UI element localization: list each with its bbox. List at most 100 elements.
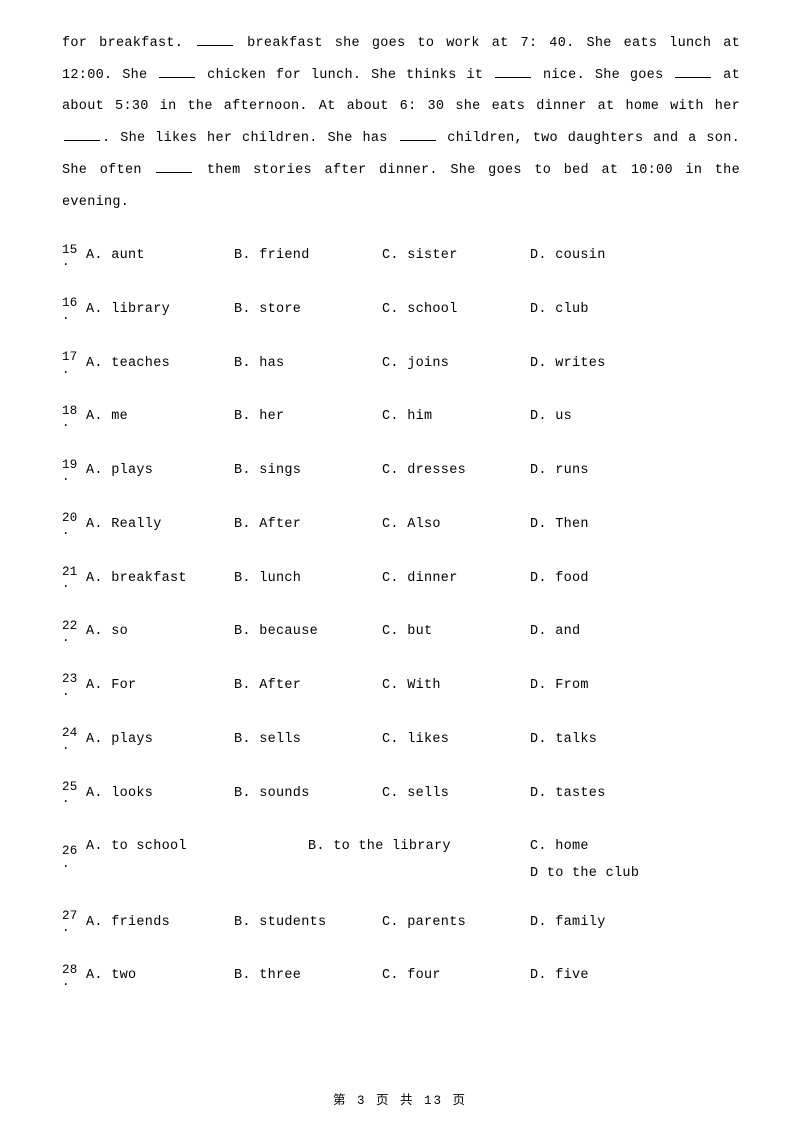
passage-part: chicken for lunch. She thinks it (197, 68, 493, 83)
question-row: 26.A. to schoolB. to the libraryC. homeD… (62, 831, 740, 884)
question-number: 28. (62, 964, 86, 989)
question-number: 26. (62, 845, 86, 870)
option-a: A. library (86, 294, 234, 326)
options: A. meB. herC. himD. us (86, 401, 740, 433)
option-c: C. sister (382, 240, 530, 272)
question-number: 21. (62, 566, 86, 591)
option-a: A. friends (86, 907, 234, 939)
question-row: 22.A. soB. becauseC. butD. and (62, 616, 740, 648)
options: A. auntB. friendC. sisterD. cousin (86, 240, 740, 272)
option-b: B. three (234, 960, 382, 992)
passage-part: nice. She goes (533, 68, 673, 83)
option-c: C. sells (382, 778, 530, 810)
blank (197, 33, 233, 46)
option-d: D. tastes (530, 778, 678, 810)
option-d: D. food (530, 563, 678, 595)
option-d: D. talks (530, 724, 678, 756)
option-d: D. Then (530, 509, 678, 541)
option-d: D. five (530, 960, 678, 992)
page: for breakfast. breakfast she goes to wor… (0, 0, 800, 1132)
options: A. soB. becauseC. butD. and (86, 616, 740, 648)
option-c: C. parents (382, 907, 530, 939)
question-number: 19. (62, 459, 86, 484)
options: A. friendsB. studentsC. parentsD. family (86, 907, 740, 939)
option-b: B. sings (234, 455, 382, 487)
option-d: D. and (530, 616, 678, 648)
option-b: B. lunch (234, 563, 382, 595)
question-number: 16. (62, 297, 86, 322)
question-row: 16.A. libraryB. storeC. schoolD. club (62, 294, 740, 326)
option-d: D. From (530, 670, 678, 702)
question-number: 18. (62, 405, 86, 430)
option-d: D. writes (530, 348, 678, 380)
question-row: 28.A. twoB. threeC. fourD. five (62, 960, 740, 992)
question-number: 24. (62, 727, 86, 752)
options: A. looksB. soundsC. sellsD. tastes (86, 778, 740, 810)
option-a: A. plays (86, 455, 234, 487)
option-cd-wrap: C. homeD to the club (530, 831, 740, 884)
question-row: 21.A. breakfastB. lunchC. dinnerD. food (62, 563, 740, 595)
option-c: C. joins (382, 348, 530, 380)
option-b: B. sounds (234, 778, 382, 810)
option-b: B. After (234, 670, 382, 702)
question-number: 17. (62, 351, 86, 376)
question-row: 24.A. playsB. sellsC. likesD. talks (62, 724, 740, 756)
option-a: A. For (86, 670, 234, 702)
question-number: 22. (62, 620, 86, 645)
blank (495, 65, 531, 78)
option-c: C. Also (382, 509, 530, 541)
options: A. playsB. singsC. dressesD. runs (86, 455, 740, 487)
options: A. teachesB. hasC. joinsD. writes (86, 348, 740, 380)
option-a: A. me (86, 401, 234, 433)
blank (159, 65, 195, 78)
question-row: 15.A. auntB. friendC. sisterD. cousin (62, 240, 740, 272)
option-d: D. cousin (530, 240, 678, 272)
option-d: D. club (530, 294, 678, 326)
option-b: B. After (234, 509, 382, 541)
option-b: B. to the library (308, 831, 530, 884)
option-c: C. dresses (382, 455, 530, 487)
options: A. ReallyB. AfterC. AlsoD. Then (86, 509, 740, 541)
option-a: A. teaches (86, 348, 234, 380)
option-c: C. him (382, 401, 530, 433)
option-b: B. her (234, 401, 382, 433)
question-number: 23. (62, 673, 86, 698)
option-c: C. four (382, 960, 530, 992)
question-row: 20.A. ReallyB. AfterC. AlsoD. Then (62, 509, 740, 541)
option-a: A. to school (86, 831, 308, 884)
question-number: 25. (62, 781, 86, 806)
option-c: C. school (382, 294, 530, 326)
option-b: B. students (234, 907, 382, 939)
question-row: 19.A. playsB. singsC. dressesD. runs (62, 455, 740, 487)
blank (400, 128, 436, 141)
question-number: 20. (62, 512, 86, 537)
option-b: B. because (234, 616, 382, 648)
option-d: D. family (530, 907, 678, 939)
question-row: 23.A. ForB. AfterC. WithD. From (62, 670, 740, 702)
question-number: 15. (62, 244, 86, 269)
passage: for breakfast. breakfast she goes to wor… (62, 28, 740, 218)
option-a: A. Really (86, 509, 234, 541)
blank (64, 128, 100, 141)
question-row: 25.A. looksB. soundsC. sellsD. tastes (62, 778, 740, 810)
option-d: D. us (530, 401, 678, 433)
passage-part: . She likes her children. She has (102, 131, 398, 146)
option-c: C. home (530, 831, 640, 863)
passage-part: for breakfast. (62, 36, 195, 51)
option-c: C. dinner (382, 563, 530, 595)
questions-list: 15.A. auntB. friendC. sisterD. cousin 16.… (62, 240, 740, 992)
page-footer: 第 3 页 共 13 页 (0, 1089, 800, 1108)
blank (675, 65, 711, 78)
option-a: A. breakfast (86, 563, 234, 595)
options: A. twoB. threeC. fourD. five (86, 960, 740, 992)
question-number: 27. (62, 910, 86, 935)
option-c: C. but (382, 616, 530, 648)
options: A. ForB. AfterC. WithD. From (86, 670, 740, 702)
question-row: 17.A. teachesB. hasC. joinsD. writes (62, 348, 740, 380)
blank (156, 160, 192, 173)
option-c: C. With (382, 670, 530, 702)
option-d: D to the club (530, 863, 640, 885)
option-a: A. so (86, 616, 234, 648)
option-a: A. plays (86, 724, 234, 756)
option-a: A. two (86, 960, 234, 992)
